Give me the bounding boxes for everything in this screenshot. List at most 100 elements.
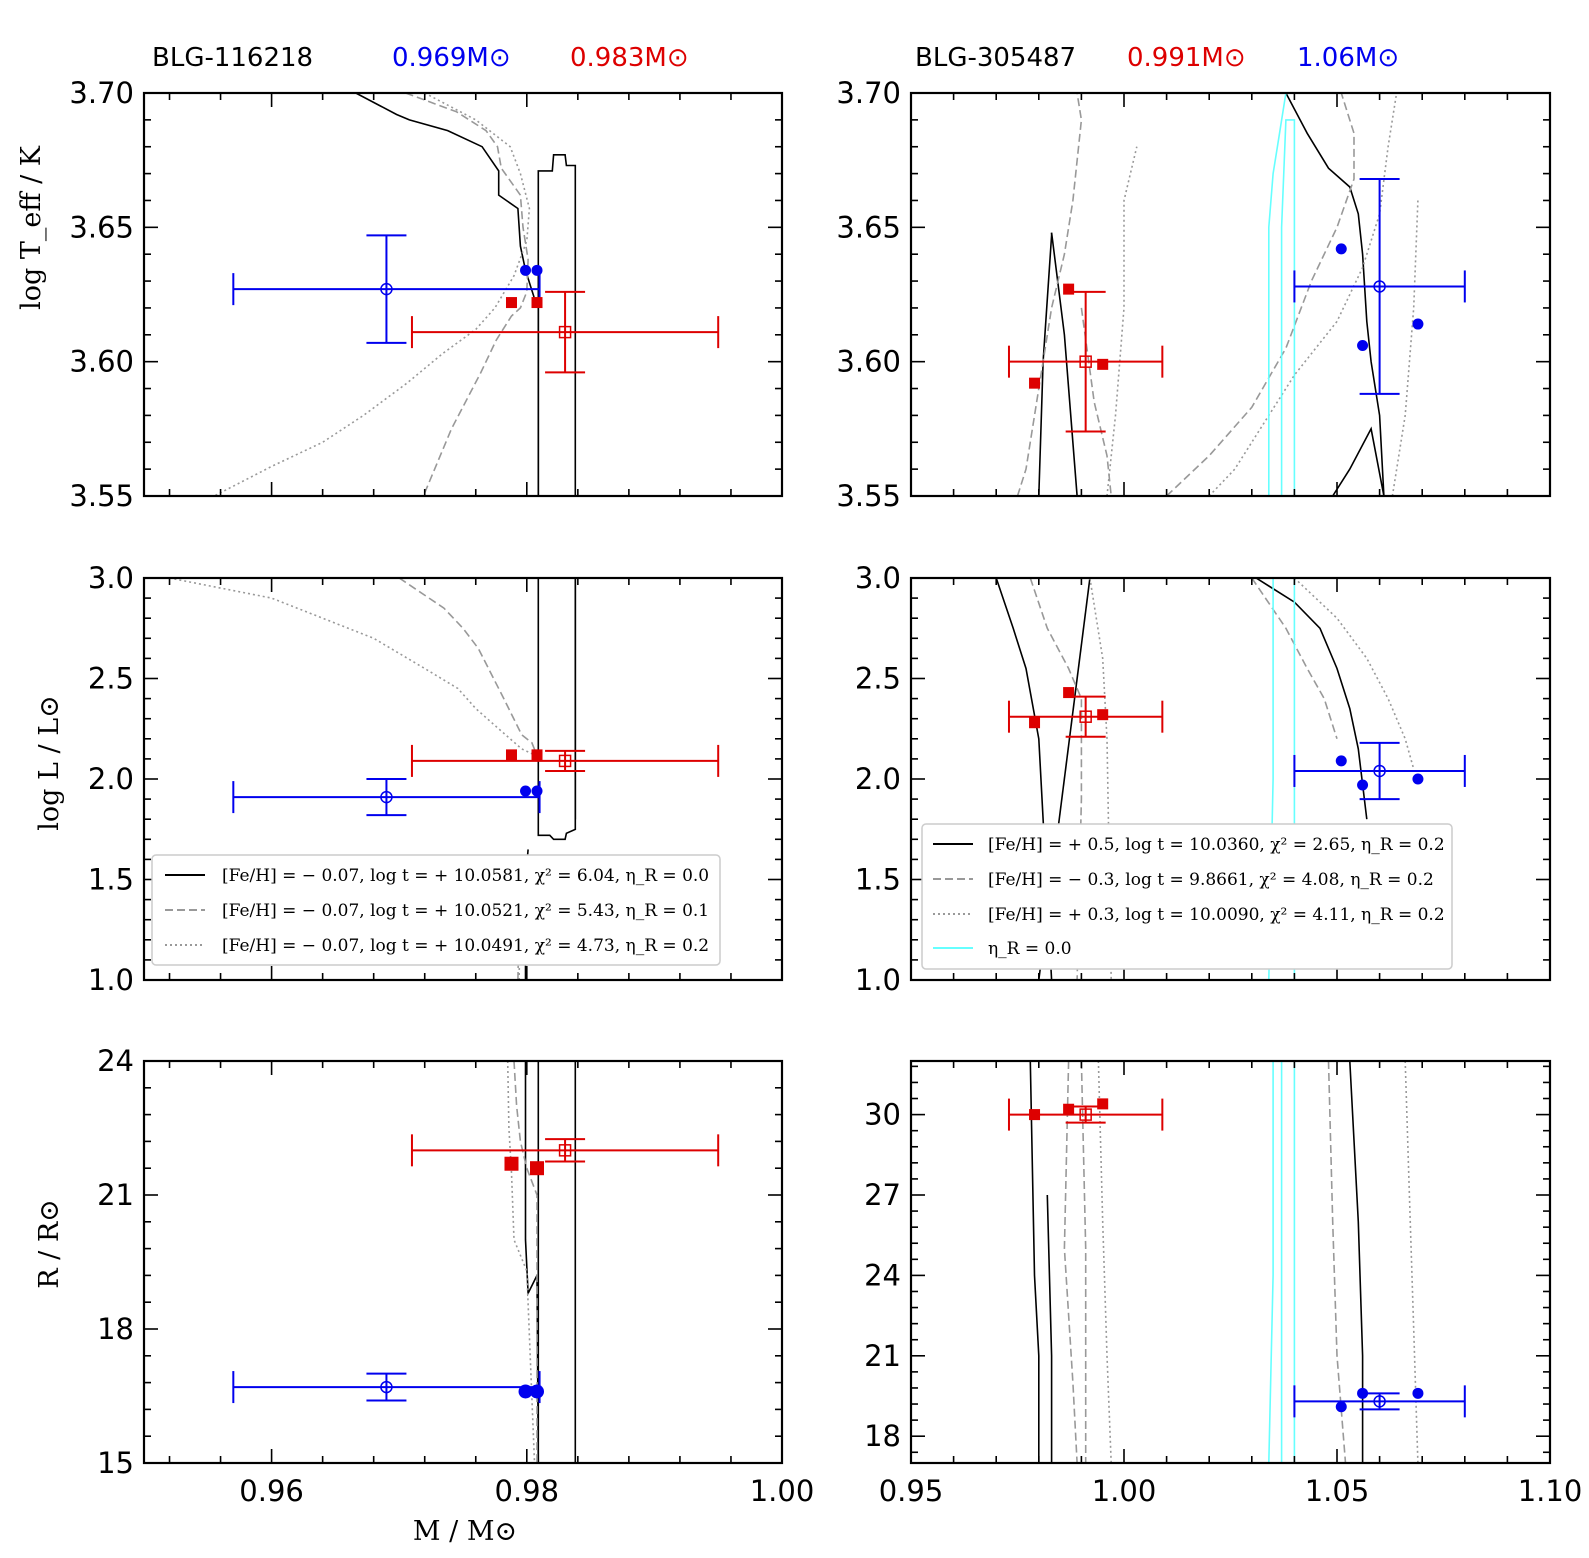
right-teff-track-dotted-8	[1208, 93, 1398, 496]
right-lum-point-square-4	[1097, 709, 1109, 721]
legend-right-entry-1: [Fe/H] = + 0.5, log t = 10.0360, χ² = 2.…	[988, 835, 1445, 855]
left-rad-point-open-circle-0	[380, 1380, 393, 1394]
right-teff-track-dashed-4	[1016, 93, 1083, 496]
right-lum-point-circle-6	[1357, 779, 1369, 791]
left-teff-frame	[142, 91, 784, 498]
legend-right: [Fe/H] = + 0.5, log t = 10.0360, χ² = 2.…	[921, 823, 1453, 970]
right-lum-point-square-3	[1063, 687, 1075, 699]
left-lum-point-square-4	[505, 749, 517, 761]
right-lum-ytick-label: 2.0	[855, 762, 901, 796]
legend-left: [Fe/H] = − 0.07, log t = + 10.0581, χ² =…	[151, 854, 721, 966]
right-rad-ytick-label: 30	[864, 1098, 901, 1132]
left-rad-point-circle-3	[530, 1384, 545, 1399]
left-teff-point-open-square-1	[558, 325, 572, 339]
right-rad-point-square-3	[1063, 1103, 1075, 1115]
left-rad-track-dashed-3	[513, 1061, 538, 1463]
right-rad-xtick-label: 1.10	[1518, 1474, 1583, 1508]
right-teff-ytick-label: 3.55	[836, 479, 901, 513]
right-lum-point-circle-5	[1335, 755, 1347, 767]
right-rad-track-dashed-3	[1063, 1061, 1078, 1463]
right-teff-track-solid-2	[1285, 93, 1385, 496]
ylabel-rad: R / R⊙	[34, 1199, 65, 1289]
right-rad-point-open-circle-1	[1373, 1395, 1386, 1408]
left-rad-xtick-label: 0.98	[495, 1474, 560, 1508]
left-lum-point-square-5	[531, 749, 543, 761]
right-teff-point-circle-6	[1357, 340, 1369, 352]
ylabel-teff: log T_eff / K	[16, 145, 47, 310]
right-rad-xtick-label: 1.00	[1092, 1474, 1157, 1508]
right-mass-blue: 1.06M⊙	[1297, 43, 1399, 73]
left-rad-ytick-label: 24	[97, 1044, 134, 1078]
left-lum-point-open-square-1	[558, 754, 572, 768]
left-teff-point-square-5	[531, 297, 543, 309]
left-teff-panel: 3.55 3.60 3.65 3.70	[69, 76, 784, 513]
left-teff-tracks	[213, 93, 577, 496]
right-lum-ytick-label: 2.5	[855, 662, 901, 696]
right-rad-ytick-label: 24	[864, 1258, 901, 1292]
right-rad-point-square-4	[1097, 1098, 1109, 1110]
left-rad-track-dotted-4	[506, 1061, 536, 1463]
right-star-name: BLG-305487	[915, 43, 1076, 73]
right-rad-xtick-label: 1.05	[1305, 1474, 1370, 1508]
legend-right-entry-3: [Fe/H] = + 0.3, log t = 10.0090, χ² = 4.…	[988, 905, 1445, 925]
left-lum-point-circle-3	[531, 785, 543, 797]
right-rad-point-square-2	[1029, 1109, 1041, 1121]
left-lum-ytick-label: 1.0	[88, 963, 134, 997]
xlabel-mass: M / M⊙	[413, 1516, 517, 1547]
right-teff-track-dotted-9	[1391, 200, 1419, 496]
left-teff-point-circle-2	[520, 264, 532, 276]
left-teff-track-solid-0	[355, 93, 540, 496]
right-teff-track-solid-0	[1038, 232, 1053, 496]
ylabel-lum: log L / L⊙	[34, 695, 65, 831]
left-lum-point-open-circle-0	[380, 790, 393, 804]
legend-left-entry-1: [Fe/H] = − 0.07, log t = + 10.0581, χ² =…	[222, 866, 709, 886]
left-lum-ytick-label: 3.0	[88, 561, 134, 595]
right-teff-ytick-label: 3.65	[836, 210, 901, 244]
right-teff-frame	[909, 91, 1552, 498]
legend-left-entry-3: [Fe/H] = − 0.07, log t = + 10.0491, χ² =…	[222, 936, 709, 956]
right-lum-ytick-label: 3.0	[855, 561, 901, 595]
right-teff-ytick-label: 3.70	[836, 76, 901, 110]
left-rad-tracks	[506, 1061, 577, 1463]
left-rad-point-circle-2	[518, 1384, 533, 1399]
left-lum-ytick-label: 1.5	[88, 863, 134, 897]
right-teff-point-circle-5	[1335, 243, 1347, 255]
left-teff-ytick-label: 3.55	[69, 479, 134, 513]
right-lum-point-open-square-0	[1079, 710, 1092, 723]
right-rad-point-circle-5	[1335, 1401, 1347, 1413]
right-teff-track-solid-1	[1050, 232, 1078, 496]
right-rad-point-circle-6	[1357, 1387, 1369, 1399]
left-lum-track-dotted-5	[169, 578, 535, 756]
right-teff-track-cyan-11	[1280, 119, 1296, 496]
right-rad-ytick-label: 21	[864, 1339, 901, 1373]
right-lum-track-dotted-5	[1089, 578, 1112, 980]
left-teff-ytick-label: 3.70	[69, 76, 134, 110]
right-rad-xtick-label: 0.95	[879, 1474, 944, 1508]
right-mass-red: 0.991M⊙	[1127, 43, 1246, 73]
right-rad-track-solid-2	[1349, 1061, 1364, 1463]
right-rad-point-circle-7	[1412, 1387, 1424, 1399]
right-rad-ytick-label: 18	[864, 1419, 901, 1453]
right-teff-ytick-label: 3.60	[836, 345, 901, 379]
right-lum-track-dashed-4	[1251, 578, 1338, 740]
right-lum-point-open-circle-1	[1373, 764, 1386, 778]
left-teff-ytick-label: 3.65	[69, 210, 134, 244]
left-mass-blue: 0.969M⊙	[392, 43, 511, 73]
left-teff-track-solid-1	[537, 154, 577, 496]
right-rad-track-dotted-7	[1404, 1061, 1419, 1463]
left-rad-point-open-square-1	[558, 1144, 572, 1157]
right-teff-track-cyan-10	[1268, 93, 1287, 496]
right-teff-point-open-square-0	[1079, 355, 1092, 368]
left-rad-ytick-label: 18	[97, 1312, 134, 1346]
right-rad-track-solid-1	[1046, 1194, 1053, 1463]
right-teff-track-dashed-6	[1166, 93, 1355, 496]
right-teff-point-circle-7	[1412, 318, 1424, 330]
right-lum-track-dotted-6	[1293, 578, 1415, 770]
right-rad-tracks	[1029, 1061, 1419, 1463]
left-rad-track-solid-0	[524, 1061, 540, 1463]
right-teff-point-square-3	[1063, 283, 1075, 295]
left-lum-ytick-label: 2.0	[88, 762, 134, 796]
left-star-name: BLG-116218	[152, 43, 313, 73]
left-teff-point-circle-3	[531, 264, 543, 276]
